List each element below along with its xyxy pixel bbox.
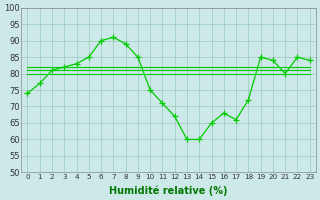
X-axis label: Humidité relative (%): Humidité relative (%) [109, 185, 228, 196]
